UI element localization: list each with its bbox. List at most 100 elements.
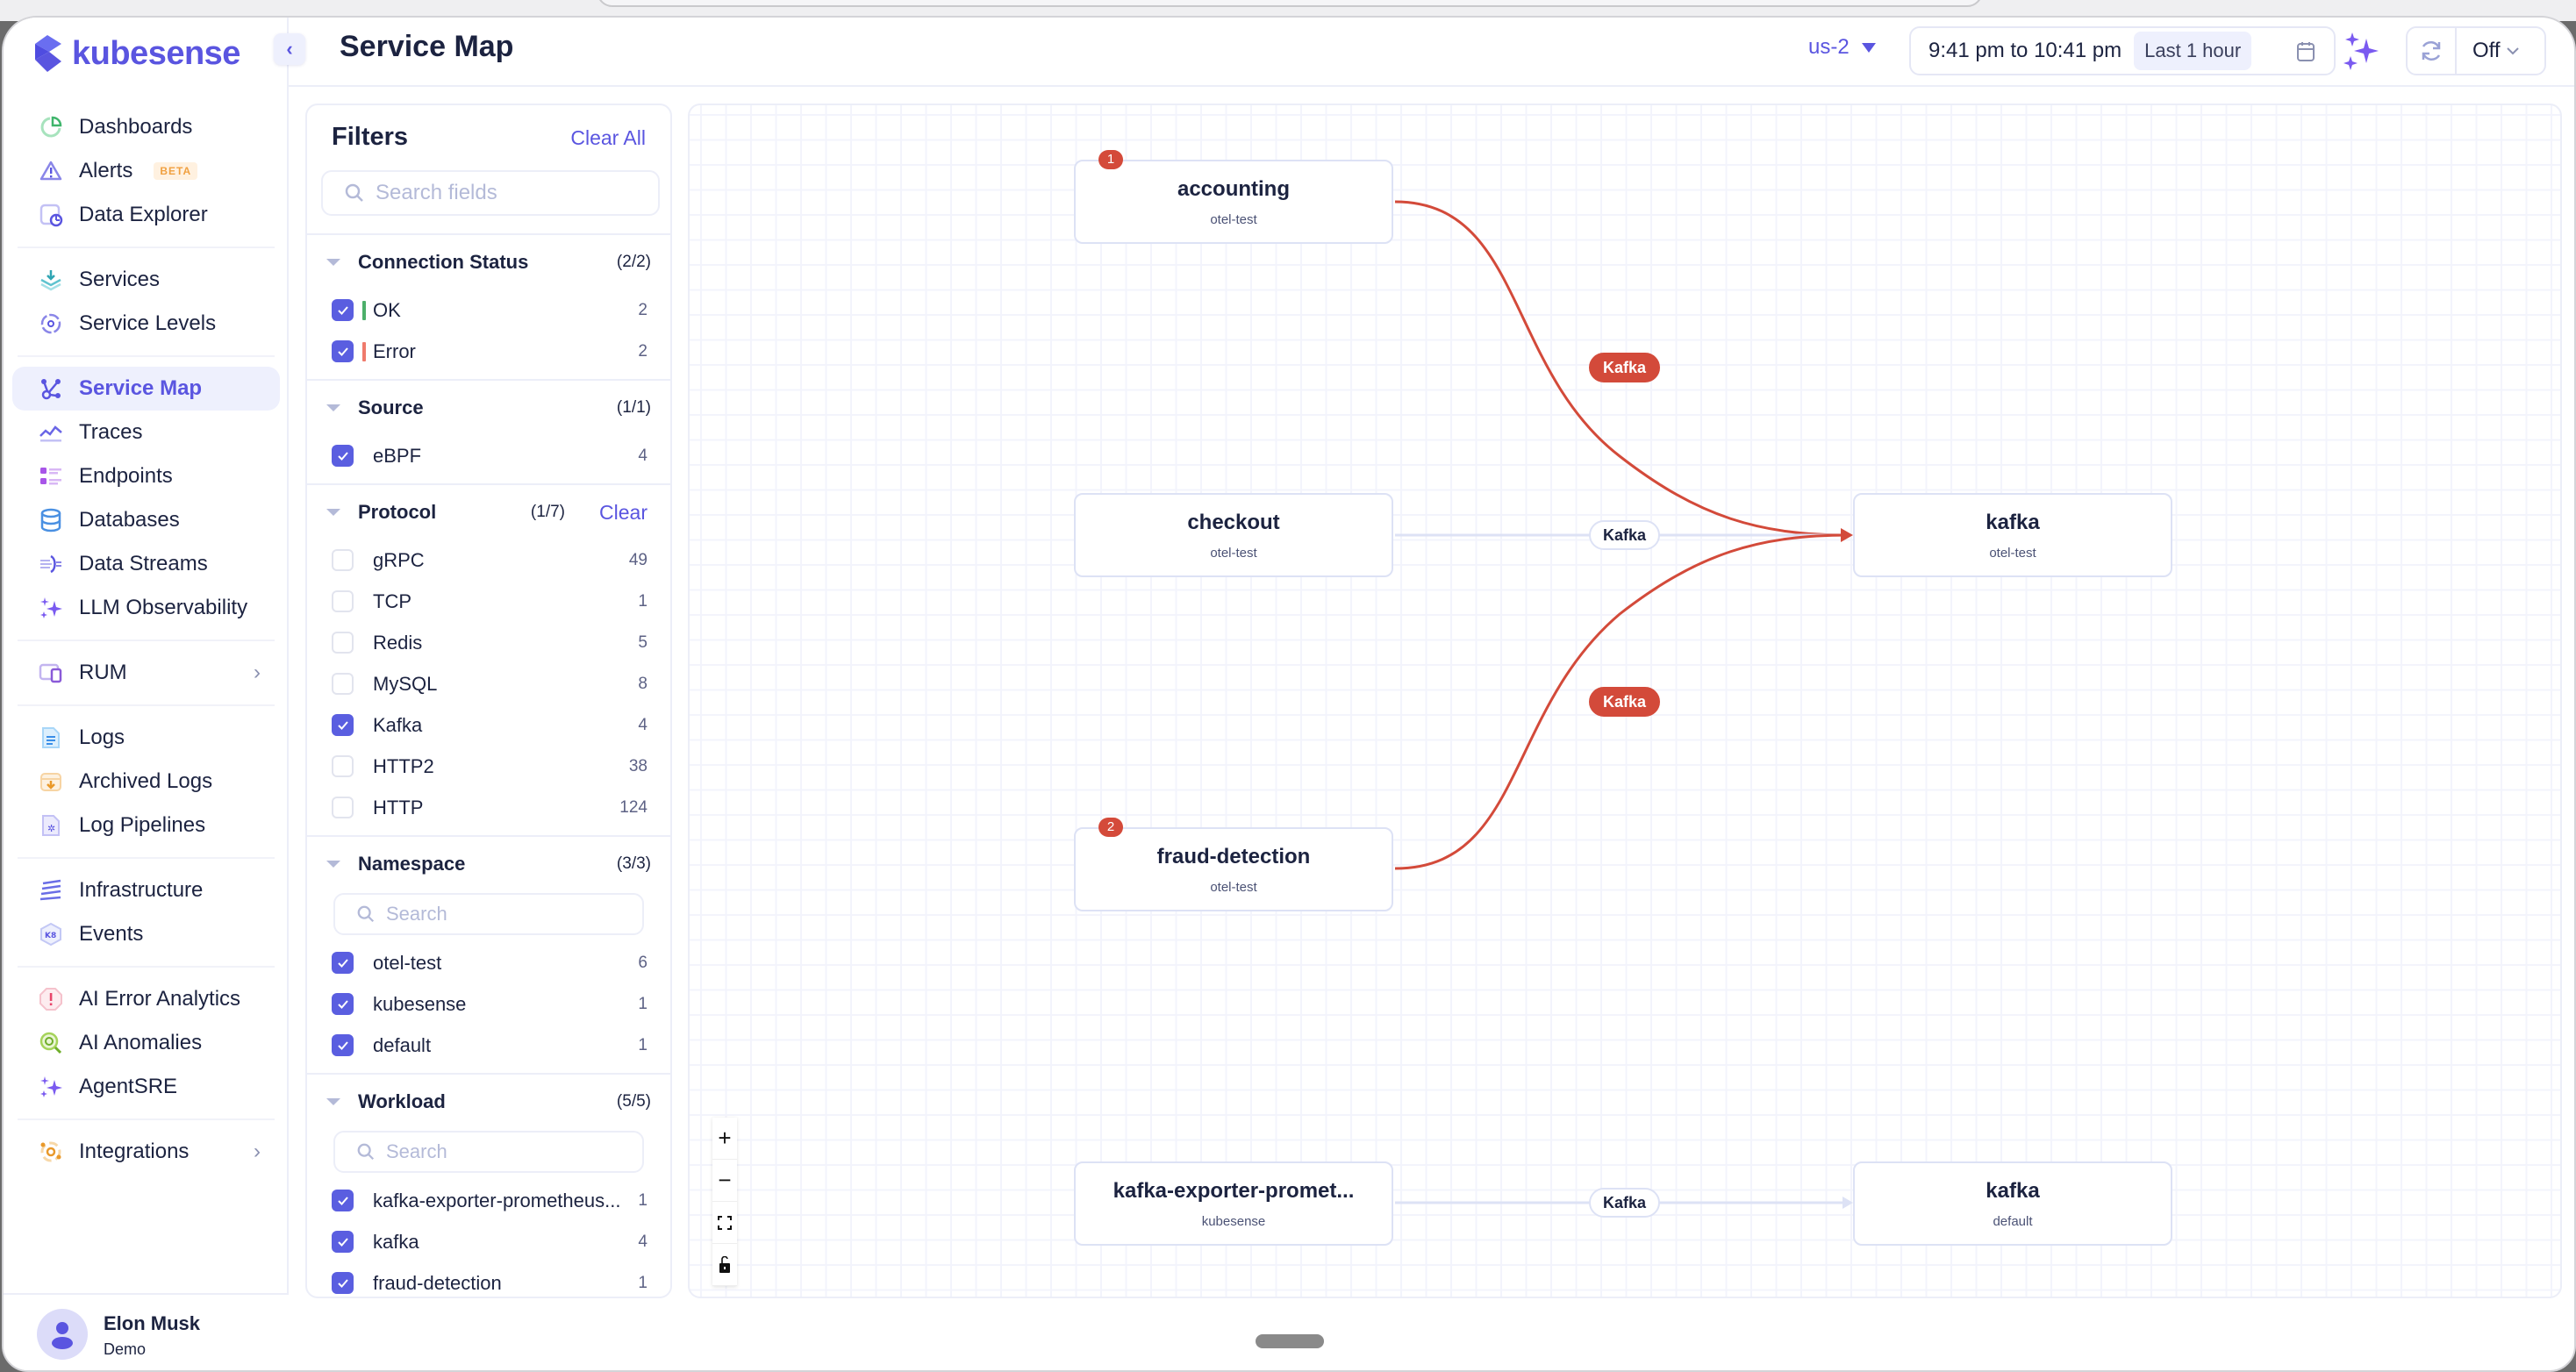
sidebar-item-databases[interactable]: Databases <box>12 498 280 542</box>
filter-option-otel-test[interactable]: otel-test 6 <box>307 942 670 983</box>
sidebar-item-data-streams[interactable]: Data Streams <box>12 542 280 586</box>
sidebar-item-ai-anomalies[interactable]: AI Anomalies <box>12 1021 280 1065</box>
service-node-accounting[interactable]: 1 accounting otel-test <box>1074 150 1393 244</box>
sidebar-item-service-map[interactable]: Service Map <box>12 367 280 411</box>
checkbox-checked[interactable] <box>332 445 354 467</box>
option-count: 6 <box>638 953 648 972</box>
sidebar-item-llm-observability[interactable]: LLM Observability <box>12 586 280 630</box>
sidebar-item-agentsre[interactable]: AgentSRE <box>12 1065 280 1109</box>
sidebar-item-services[interactable]: Services <box>12 258 280 302</box>
calendar-icon[interactable] <box>2295 40 2316 68</box>
filter-section-header[interactable]: Workload (5/5) <box>307 1075 670 1129</box>
checkbox-checked[interactable] <box>332 1272 354 1294</box>
edge-label-exporter-kafka[interactable]: Kafka <box>1589 1188 1661 1218</box>
service-node-checkout[interactable]: checkout otel-test <box>1074 493 1393 577</box>
sidebar-item-traces[interactable]: Traces <box>12 411 280 454</box>
time-preset-badge[interactable]: Last 1 hour <box>2134 32 2252 70</box>
filter-option-http[interactable]: HTTP 124 <box>307 787 670 828</box>
checkbox-unchecked[interactable] <box>332 797 354 818</box>
filter-option-ok[interactable]: OK 2 <box>307 289 670 331</box>
sidebar-item-label: Service Map <box>79 376 203 400</box>
collapse-sidebar-button[interactable]: ‹ <box>274 33 305 65</box>
sidebar-item-infrastructure[interactable]: Infrastructure <box>12 868 280 912</box>
filter-option-kafka-exporter[interactable]: kafka-exporter-prometheus... 1 <box>307 1180 670 1221</box>
time-range-picker[interactable]: 9:41 pm to 10:41 pm Last 1 hour <box>1909 26 2336 75</box>
search-fields-input[interactable]: Search fields <box>321 170 660 216</box>
checkbox-unchecked[interactable] <box>332 590 354 612</box>
checkbox-checked[interactable] <box>332 1190 354 1211</box>
search-placeholder: Search <box>386 903 447 925</box>
ai-assistant-sparkle-button[interactable] <box>2342 30 2380 76</box>
sidebar-item-archived-logs[interactable]: Archived Logs <box>12 760 280 804</box>
section-name: Workload <box>358 1090 446 1112</box>
region-selector[interactable]: us-2 <box>1808 35 1876 60</box>
checkbox-checked[interactable] <box>332 993 354 1015</box>
zoom-out-button[interactable]: − <box>712 1160 737 1202</box>
kubesense-logo[interactable]: kubesense <box>32 32 240 75</box>
filter-option-ebpf[interactable]: eBPF 4 <box>307 435 670 476</box>
filter-section-header[interactable]: Source (1/1) <box>307 381 670 435</box>
service-map-canvas[interactable]: 1 accounting otel-test checkout otel-tes… <box>688 104 2562 1298</box>
user-profile[interactable]: Elon Musk Demo <box>4 1293 289 1370</box>
checkbox-unchecked[interactable] <box>332 549 354 571</box>
filter-option-kafka[interactable]: Kafka 4 <box>307 704 670 746</box>
fit-view-button[interactable] <box>712 1202 737 1244</box>
sidebar-item-rum[interactable]: RUM › <box>12 651 280 695</box>
edge-label-accounting-kafka[interactable]: Kafka <box>1589 353 1661 382</box>
checkbox-checked[interactable] <box>332 1231 354 1253</box>
brand-name: kubesense <box>72 34 240 72</box>
checkbox-unchecked[interactable] <box>332 755 354 777</box>
toggle-interactivity-button[interactable] <box>712 1244 737 1286</box>
filter-option-error[interactable]: Error 2 <box>307 331 670 372</box>
sidebar-item-data-explorer[interactable]: Data Explorer <box>12 193 280 237</box>
refresh-interval-dropdown[interactable]: Off <box>2457 39 2520 63</box>
sidebar-item-log-pipelines[interactable]: ✲ Log Pipelines <box>12 804 280 847</box>
service-node-kafka-exporter[interactable]: kafka-exporter-promet... kubesense <box>1074 1161 1393 1246</box>
user-role: Demo <box>104 1340 147 1358</box>
filter-section-header[interactable]: Namespace (3/3) <box>307 837 670 891</box>
sidebar-item-events[interactable]: K8 Events <box>12 912 280 956</box>
checkbox-unchecked[interactable] <box>332 673 354 695</box>
page-title: Service Map <box>340 30 514 63</box>
checkbox-checked[interactable] <box>332 299 354 321</box>
service-node-kafka-otel-test[interactable]: kafka otel-test <box>1853 493 2172 577</box>
sidebar: kubesense Dashboards Alerts BETA Data Ex… <box>4 18 289 1370</box>
service-node-fraud-detection[interactable]: 2 fraud-detection otel-test <box>1074 818 1393 911</box>
filter-option-http2[interactable]: HTTP2 38 <box>307 746 670 787</box>
filter-section-header[interactable]: Connection Status (2/2) <box>307 235 670 289</box>
filter-option-fraud-detection[interactable]: fraud-detection 1 <box>307 1262 670 1297</box>
sidebar-item-alerts[interactable]: Alerts BETA <box>12 149 280 193</box>
filter-option-kubesense[interactable]: kubesense 1 <box>307 983 670 1025</box>
checkbox-checked[interactable] <box>332 952 354 974</box>
sidebar-item-dashboards[interactable]: Dashboards <box>12 105 280 149</box>
edge-accounting-kafka <box>1394 200 1850 537</box>
sidebar-item-endpoints[interactable]: Endpoints <box>12 454 280 498</box>
sidebar-item-service-levels[interactable]: Service Levels <box>12 302 280 346</box>
checkbox-unchecked[interactable] <box>332 632 354 654</box>
filter-option-kafka[interactable]: kafka 4 <box>307 1221 670 1262</box>
namespace-search-input[interactable]: Search <box>333 893 644 935</box>
edge-label-checkout-kafka[interactable]: Kafka <box>1589 520 1661 550</box>
filter-section-header[interactable]: Protocol (1/7) Clear <box>307 485 670 540</box>
filter-option-default[interactable]: default 1 <box>307 1025 670 1066</box>
filter-option-tcp[interactable]: TCP 1 <box>307 581 670 622</box>
scroll-handle[interactable] <box>1256 1334 1324 1348</box>
zoom-in-button[interactable]: + <box>712 1118 737 1160</box>
sidebar-item-integrations[interactable]: Integrations › <box>12 1130 280 1174</box>
checkbox-checked[interactable] <box>332 714 354 736</box>
filter-option-grpc[interactable]: gRPC 49 <box>307 540 670 581</box>
checkbox-checked[interactable] <box>332 1034 354 1056</box>
option-count: 1 <box>638 1273 648 1292</box>
sidebar-item-logs[interactable]: Logs <box>12 716 280 760</box>
checkbox-checked[interactable] <box>332 340 354 362</box>
nav-divider <box>18 1118 275 1120</box>
service-node-kafka-default[interactable]: kafka default <box>1853 1161 2172 1246</box>
clear-protocol-button[interactable]: Clear <box>599 500 648 524</box>
refresh-button[interactable] <box>2408 28 2457 74</box>
filter-option-mysql[interactable]: MySQL 8 <box>307 663 670 704</box>
clear-all-filters-button[interactable]: Clear All <box>570 126 646 149</box>
filter-option-redis[interactable]: Redis 5 <box>307 622 670 663</box>
sidebar-item-ai-error-analytics[interactable]: AI Error Analytics <box>12 977 280 1021</box>
workload-search-input[interactable]: Search <box>333 1131 644 1173</box>
edge-label-fraud-kafka[interactable]: Kafka <box>1589 687 1661 717</box>
